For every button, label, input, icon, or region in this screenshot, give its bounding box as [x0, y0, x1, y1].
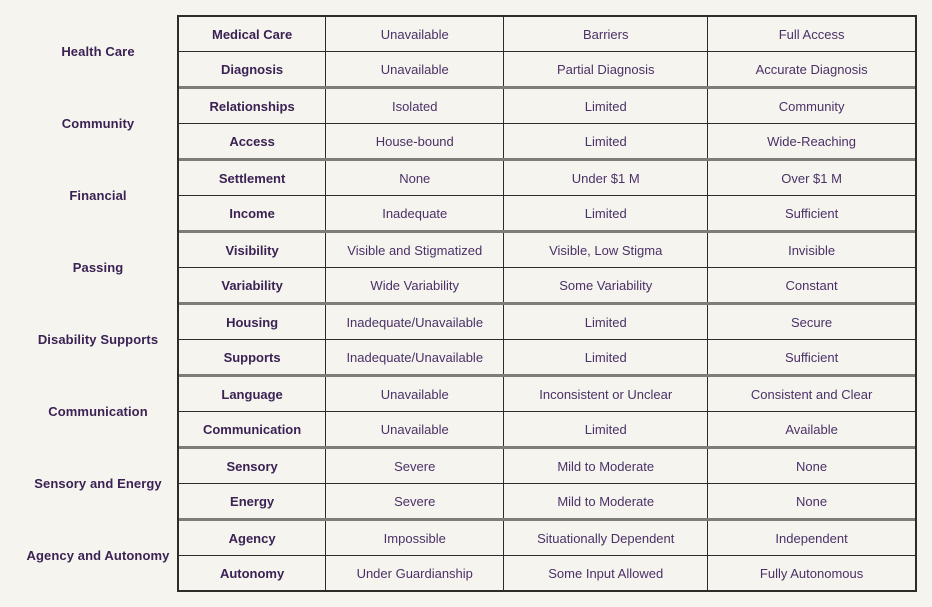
category-label: Community [61, 115, 135, 131]
value-cell: Consistent and Clear [750, 386, 873, 402]
category-group: Housing Inadequate/Unavailable Limited Secu… [179, 305, 915, 377]
category-group: Relationships Isolated Limited Community Acc… [179, 89, 915, 161]
category-group: Sensory Severe Mild to Moderate None Energy S… [179, 449, 915, 521]
row-label-cell: Access [179, 124, 327, 158]
value-cell: Barriers [504, 17, 709, 51]
row-label-cell: Variability [179, 268, 327, 302]
row-label-cell: Language [179, 377, 327, 411]
value-cell: Visible, Low Stigma [504, 233, 709, 267]
value-cell: Isolated [326, 89, 505, 123]
row-label-cell: Visibility [179, 233, 327, 267]
category-label: Financial [69, 187, 127, 203]
row-label-cell: Supports [179, 340, 327, 374]
category-label: Disability Supports [37, 332, 159, 348]
value-cell: None [796, 493, 828, 509]
value-cell: Limited [504, 196, 709, 230]
category-label: Sensory and Energy [34, 476, 162, 492]
row-label-cell: Autonomy [179, 556, 327, 590]
row-label-cell: Relationships [179, 89, 327, 123]
value-cell: Independent [775, 530, 848, 546]
value-cell: Inadequate [326, 196, 505, 230]
row-label-cell: Housing [179, 305, 327, 339]
value-cell: Full Access [778, 26, 845, 42]
table-row: Language Unavailable Inconsistent or Uncle… [179, 377, 915, 412]
row-label-cell: Diagnosis [179, 52, 327, 86]
row-label-cell: Sensory [179, 449, 327, 483]
value-cell: Limited [504, 412, 709, 446]
table-row: Visibility Visible and Stigmatized Visible… [179, 233, 915, 268]
table-row: Energy Severe Mild to Moderate None [179, 484, 915, 518]
value-cell: Invisible [788, 242, 836, 258]
value-cell: None [326, 161, 505, 195]
category-group: Agency Impossible Situationally Dependent I… [179, 521, 915, 590]
value-cell: Limited [504, 89, 709, 123]
category-label: Passing [72, 259, 124, 275]
category-group: Language Unavailable Inconsistent or Uncle… [179, 377, 915, 449]
row-label-cell: Energy [179, 484, 327, 518]
value-cell: Situationally Dependent [504, 521, 709, 555]
value-cell: Sufficient [784, 205, 839, 221]
value-cell: Under $1 M [504, 161, 709, 195]
row-label-cell: Settlement [179, 161, 327, 195]
value-cell: Inadequate/Unavailable [326, 305, 505, 339]
value-cell: House-bound [326, 124, 505, 158]
value-cell: Mild to Moderate [504, 449, 709, 483]
value-cell: Limited [504, 305, 709, 339]
value-cell: Fully Autonomous [759, 565, 864, 581]
value-cell: Wide Variability [326, 268, 505, 302]
value-cell: Inadequate/Unavailable [326, 340, 505, 374]
table-row: Sensory Severe Mild to Moderate None [179, 449, 915, 484]
value-cell: Some Input Allowed [504, 556, 709, 590]
category-group: Medical Care Unavailable Barriers Full Acce… [179, 17, 915, 89]
value-cell: Severe [326, 449, 505, 483]
value-cell: Constant [785, 277, 838, 293]
value-cell: Unavailable [326, 377, 505, 411]
table-row: Agency Impossible Situationally Dependent I… [179, 521, 915, 556]
value-cell: Inconsistent or Unclear [504, 377, 709, 411]
table-row: Relationships Isolated Limited Community [179, 89, 915, 124]
value-cell: None [796, 458, 828, 474]
value-cell: Over $1 M [781, 170, 842, 186]
value-cell: Available [785, 421, 838, 437]
value-cell: Unavailable [326, 52, 505, 86]
row-label-cell: Agency [179, 521, 327, 555]
row-label-cell: Medical Care [179, 17, 327, 51]
value-cell: Limited [504, 124, 709, 158]
table-row: Access House-bound Limited Wide-Reaching [179, 124, 915, 158]
value-cell: Some Variability [504, 268, 709, 302]
category-label-column: Health Care Community Financial Passing Disa… [14, 15, 182, 592]
value-cell: Sufficient [784, 349, 839, 365]
value-cell: Accurate Diagnosis [755, 61, 868, 77]
value-cell: Unavailable [326, 17, 505, 51]
table-row: Housing Inadequate/Unavailable Limited Secu… [179, 305, 915, 340]
table-row: Autonomy Under Guardianship Some Input All… [179, 556, 915, 590]
table-row: Variability Wide Variability Some Variabil… [179, 268, 915, 302]
value-cell: Impossible [326, 521, 505, 555]
row-label-cell: Communication [179, 412, 327, 446]
category-label: Health Care [61, 43, 135, 59]
category-group: Visibility Visible and Stigmatized Visible… [179, 233, 915, 305]
table-row: Diagnosis Unavailable Partial Diagnosis Acc… [179, 52, 915, 86]
value-cell: Community [778, 98, 845, 114]
value-cell: Partial Diagnosis [504, 52, 709, 86]
table-row: Income Inadequate Limited Sufficient [179, 196, 915, 230]
value-cell: Limited [504, 340, 709, 374]
value-cell: Unavailable [326, 412, 505, 446]
table-row: Supports Inadequate/Unavailable Limited Suf… [179, 340, 915, 374]
table-row: Communication Unavailable Limited Available [179, 412, 915, 446]
value-cell: Under Guardianship [326, 556, 505, 590]
value-cell: Wide-Reaching [767, 133, 857, 149]
value-cell: Mild to Moderate [504, 484, 709, 518]
value-cell: Visible and Stigmatized [326, 233, 505, 267]
category-label: Agency and Autonomy [26, 548, 170, 564]
category-group: Settlement None Under $1 M Over $1 M Income I… [179, 161, 915, 233]
category-label: Communication [48, 404, 148, 420]
table-row: Settlement None Under $1 M Over $1 M [179, 161, 915, 196]
table-row: Medical Care Unavailable Barriers Full Acce… [179, 17, 915, 52]
value-cell: Secure [790, 314, 833, 330]
levels-table: Medical Care Unavailable Barriers Full Acce… [177, 15, 917, 592]
row-label-cell: Income [179, 196, 327, 230]
value-cell: Severe [326, 484, 505, 518]
